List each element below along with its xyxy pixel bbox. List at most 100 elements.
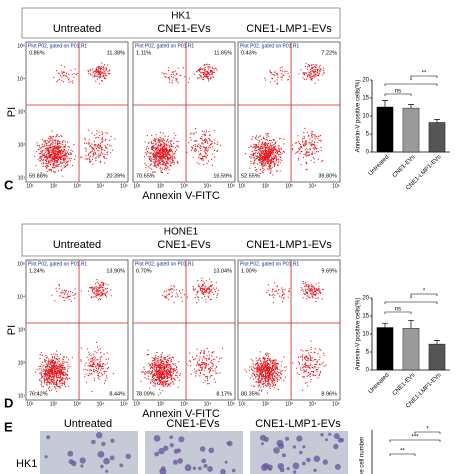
cell-dot	[153, 142, 155, 144]
cell-dot	[94, 366, 97, 368]
cell-dot	[48, 374, 50, 376]
cell-dot	[172, 381, 174, 383]
cell-dot	[144, 152, 146, 154]
cell-dot	[38, 152, 40, 155]
cell-dot	[259, 160, 261, 162]
cell-dot	[276, 79, 278, 81]
cell-dot	[60, 353, 62, 355]
cell-dot	[207, 383, 209, 385]
cell-dot	[93, 292, 95, 294]
cell-dot	[255, 155, 257, 157]
significance-bracket	[410, 75, 438, 78]
x-tick-label: 10²	[50, 401, 58, 407]
cell-dot	[45, 165, 47, 167]
cell-dot	[50, 168, 52, 171]
cell-dot	[162, 390, 164, 392]
cell-dot	[149, 164, 151, 166]
cell-dot	[54, 140, 56, 142]
cell-dot	[201, 143, 203, 145]
cell-dot	[205, 375, 207, 378]
cell-dot	[155, 166, 157, 168]
cell-dot	[42, 139, 44, 141]
cell-dot	[281, 369, 283, 372]
cell-dot	[304, 356, 306, 358]
cell-dot	[268, 163, 270, 165]
cell-dot	[265, 377, 267, 379]
cell-dot	[257, 370, 259, 372]
cell-dot	[106, 291, 108, 293]
cell-dot	[165, 149, 167, 151]
cell-dot	[104, 294, 107, 296]
cell-dot	[303, 135, 305, 137]
cell-dot	[301, 357, 303, 359]
cell-dot	[95, 365, 97, 367]
cell-dot	[267, 380, 269, 383]
cell-dot	[49, 379, 51, 381]
cell-dot	[252, 363, 254, 365]
cell-dot	[171, 295, 173, 297]
cell-dot	[282, 290, 284, 292]
cell-dot	[92, 163, 94, 165]
cell-dot	[45, 383, 47, 385]
cell-dot	[90, 146, 92, 148]
cell-dot	[55, 388, 57, 390]
cell-dot	[48, 358, 50, 360]
cell-dot	[206, 354, 208, 356]
cell-dot	[261, 162, 263, 164]
cell-dot	[59, 295, 61, 297]
cell-dot	[154, 162, 156, 165]
cell-dot	[256, 170, 258, 172]
cell-dot	[57, 355, 59, 357]
cell-dot	[48, 145, 50, 147]
cell-dot	[197, 362, 199, 364]
cell-dot	[213, 378, 216, 380]
cell-dot	[53, 373, 55, 375]
cell-dot	[258, 368, 260, 370]
cell-dot	[97, 363, 99, 365]
cell-dot	[161, 375, 163, 377]
cell-dot	[284, 289, 286, 291]
cell-dot	[276, 159, 278, 161]
cell-dot	[167, 293, 170, 295]
cell-dot	[316, 68, 318, 70]
cell-dot	[276, 153, 278, 155]
cell-dot	[316, 148, 318, 150]
cell-dot	[85, 362, 87, 364]
cell-dot	[271, 146, 273, 148]
cell-dot	[52, 157, 54, 159]
cell-dot	[201, 368, 203, 370]
cell-dot	[91, 74, 93, 76]
cell-dot	[196, 369, 198, 371]
cell-dot	[269, 165, 271, 167]
cell-dot	[174, 75, 176, 77]
cell-dot	[157, 367, 159, 369]
cell-dot	[299, 143, 302, 146]
cell-dot	[43, 364, 45, 367]
cell-dot	[306, 168, 308, 170]
cell-dot	[162, 360, 164, 362]
cell-dot	[97, 150, 99, 152]
cell-dot	[159, 159, 161, 161]
cell-dot	[56, 381, 58, 383]
cell-dot	[305, 369, 307, 371]
cell-dot	[153, 156, 155, 158]
cell-dot	[277, 76, 279, 78]
cell-dot	[103, 157, 105, 159]
cell-dot	[171, 82, 173, 84]
cell-dot	[97, 66, 99, 69]
cell-dot	[53, 364, 56, 366]
cell-dot	[91, 372, 93, 375]
cell-dot	[216, 69, 218, 71]
cell-dot	[313, 142, 315, 144]
cell-dot	[257, 386, 259, 388]
cell-dot	[154, 152, 156, 154]
cell-dot	[85, 381, 88, 383]
cell-dot	[309, 68, 311, 71]
cell-dot	[258, 143, 260, 145]
cell-dot	[50, 161, 53, 163]
cell-dot	[304, 370, 306, 372]
cell-dot	[258, 379, 260, 381]
cell-dot	[154, 147, 156, 149]
cell-dot	[167, 364, 169, 366]
cell-dot	[262, 160, 264, 162]
